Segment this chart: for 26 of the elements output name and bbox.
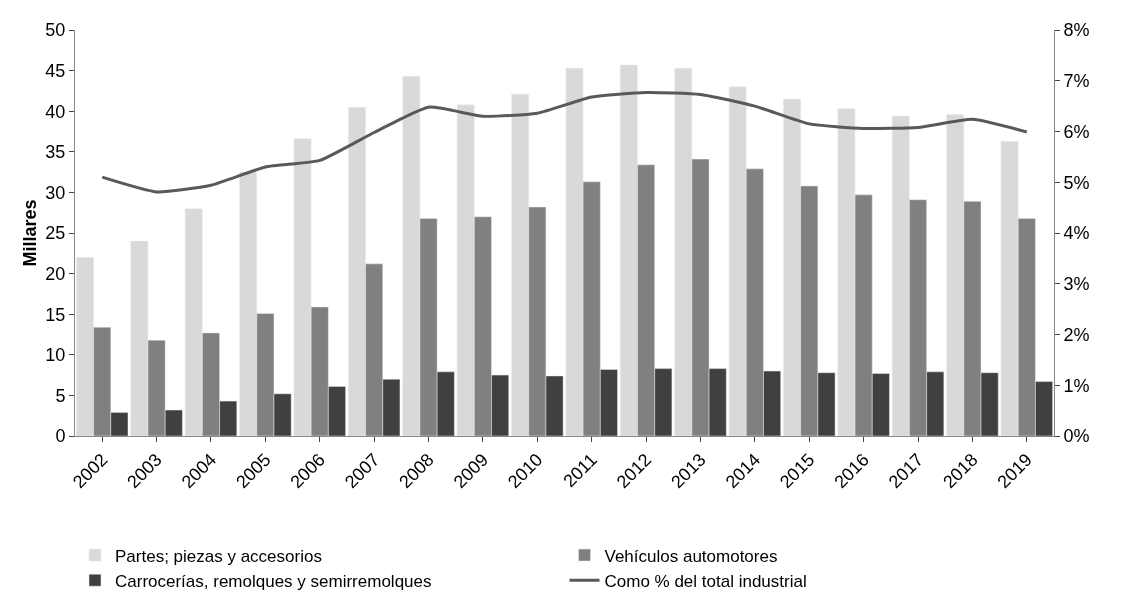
y-axis-title: Millares [19,199,40,267]
y2-tick-label: 3% [1063,274,1090,295]
y-tick-label: 25 [45,223,66,244]
y-tick-label: 20 [45,263,66,284]
y2-tick-label: 7% [1063,71,1090,92]
y-tick-label: 15 [45,304,66,325]
y-tick-label: 50 [45,20,66,41]
y-tick-label: 0 [55,426,66,447]
y-tick-label: 10 [45,345,66,366]
y-tick-label: 40 [45,101,66,122]
y2-tick-label: 4% [1063,223,1090,244]
y-tick-label: 30 [45,182,66,203]
y2-tick-label: 2% [1063,324,1090,345]
legend-label: Como % del total industrial [604,571,807,591]
legend-label: Vehículos automotores [604,546,778,566]
y-tick-label: 5 [55,385,66,406]
y2-tick-label: 5% [1063,172,1090,193]
y2-tick-label: 8% [1063,20,1090,41]
y2-tick-label: 0% [1063,426,1090,447]
y2-tick-label: 1% [1063,375,1090,396]
legend-label: Partes; piezas y accesorios [115,546,322,566]
y2-tick-label: 6% [1063,121,1090,142]
legend-label: Carrocerías, remolques y semirremolques [115,571,432,591]
y-tick-label: 35 [45,142,66,163]
y-tick-label: 45 [45,60,66,81]
line-series [100,90,1029,194]
